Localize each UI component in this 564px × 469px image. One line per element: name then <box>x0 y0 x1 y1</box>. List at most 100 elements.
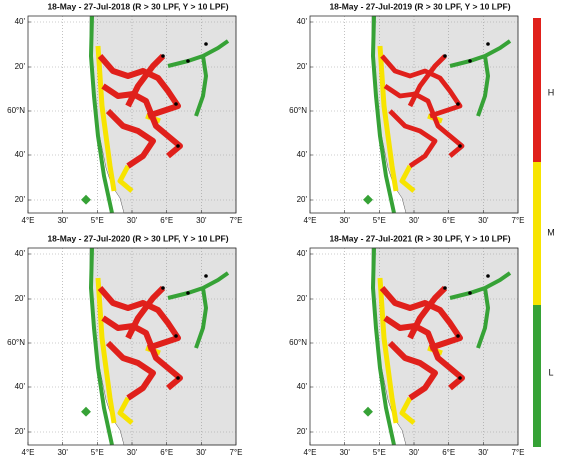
y-tick-label: 40' <box>15 249 26 258</box>
x-tick-label: 4°E <box>22 448 35 457</box>
x-tick-label: 30' <box>57 216 68 225</box>
fjord-medium <box>399 396 416 425</box>
x-tick-label: 7°E <box>230 448 243 457</box>
panel-title: 18-May - 27-Jul-2020 (R > 30 LPF, Y > 10… <box>47 233 228 243</box>
farm-point <box>458 376 462 380</box>
x-tick-label: 30' <box>196 448 207 457</box>
colorbar-high <box>533 18 541 162</box>
farm-point <box>174 102 178 106</box>
farm-point <box>186 291 190 295</box>
colorbar-low <box>533 305 541 447</box>
fjord-low <box>194 287 208 349</box>
farm-point <box>204 274 208 278</box>
x-tick-label: 5°E <box>91 216 104 225</box>
x-tick-label: 4°E <box>22 216 35 225</box>
x-tick-label: 4°E <box>304 216 317 225</box>
x-tick-label: 6°E <box>442 448 455 457</box>
farm-point <box>486 42 490 46</box>
farm-point <box>176 376 180 380</box>
panel-title: 18-May - 27-Jul-2021 (R > 30 LPF, Y > 10… <box>329 233 510 243</box>
y-tick-label: 60°N <box>7 106 25 115</box>
y-tick-label: 20' <box>297 427 308 436</box>
farm-point <box>468 59 472 63</box>
map-panel: 18-May - 27-Jul-2019 (R > 30 LPF, Y > 10… <box>289 1 524 225</box>
panel-title: 18-May - 27-Jul-2018 (R > 30 LPF, Y > 10… <box>47 1 228 11</box>
site-marker <box>81 194 91 205</box>
fjord-high <box>97 54 181 119</box>
y-tick-label: 40' <box>15 382 26 391</box>
x-tick-label: 30' <box>409 448 420 457</box>
x-tick-label: 6°E <box>160 216 173 225</box>
colorbar-label: L <box>548 367 553 377</box>
x-tick-label: 7°E <box>512 448 525 457</box>
site-marker <box>81 406 91 417</box>
fjord-low <box>476 287 490 349</box>
fjord-low <box>89 247 114 446</box>
farm-point <box>456 334 460 338</box>
x-tick-label: 7°E <box>512 216 525 225</box>
y-tick-label: 20' <box>15 195 26 204</box>
colorbar-medium <box>533 162 541 305</box>
y-tick-label: 20' <box>297 195 308 204</box>
fjord-low <box>371 247 396 446</box>
fjord-medium <box>377 45 399 192</box>
fjord-medium <box>95 45 117 192</box>
x-tick-label: 7°E <box>230 216 243 225</box>
y-tick-label: 20' <box>297 294 308 303</box>
x-tick-label: 30' <box>127 448 138 457</box>
x-tick-label: 30' <box>478 448 489 457</box>
y-tick-label: 20' <box>15 294 26 303</box>
fjord-high <box>125 285 166 340</box>
fjord-low <box>194 55 208 117</box>
x-tick-label: 30' <box>196 216 207 225</box>
y-tick-label: 20' <box>15 427 26 436</box>
farm-point <box>443 286 447 290</box>
x-tick-label: 4°E <box>304 448 317 457</box>
fjord-high <box>97 286 181 351</box>
x-tick-label: 5°E <box>373 216 386 225</box>
fjord-high <box>125 53 166 108</box>
farm-point <box>456 102 460 106</box>
x-tick-label: 6°E <box>442 216 455 225</box>
farm-point <box>161 286 165 290</box>
x-tick-label: 6°E <box>160 448 173 457</box>
y-tick-label: 40' <box>15 150 26 159</box>
y-tick-label: 40' <box>297 17 308 26</box>
fjord-low <box>476 55 490 117</box>
fjord-high <box>407 54 447 108</box>
fjord-high <box>380 54 463 119</box>
x-tick-label: 30' <box>339 448 350 457</box>
colorbar-label: H <box>548 87 555 97</box>
y-tick-label: 20' <box>297 62 308 71</box>
fjord-high <box>407 285 448 340</box>
farm-point <box>176 144 180 148</box>
map-panel: 18-May - 27-Jul-2021 (R > 30 LPF, Y > 10… <box>289 233 524 457</box>
x-tick-label: 5°E <box>373 448 386 457</box>
fjord-high <box>105 108 156 169</box>
y-tick-label: 40' <box>297 249 308 258</box>
fjord-medium <box>95 277 117 424</box>
farm-point <box>458 144 462 148</box>
x-tick-label: 30' <box>127 216 138 225</box>
x-tick-label: 30' <box>409 216 420 225</box>
fjord-high <box>388 109 438 168</box>
x-tick-label: 30' <box>478 216 489 225</box>
x-tick-label: 30' <box>57 448 68 457</box>
farm-point <box>204 42 208 46</box>
fjord-low <box>89 15 114 214</box>
farm-point <box>174 334 178 338</box>
fjord-high <box>105 340 156 401</box>
fjord-low <box>371 15 396 214</box>
map-panel: 18-May - 27-Jul-2018 (R > 30 LPF, Y > 10… <box>7 1 242 225</box>
map-panel: 18-May - 27-Jul-2020 (R > 30 LPF, Y > 10… <box>7 233 242 457</box>
x-tick-label: 30' <box>339 216 350 225</box>
y-tick-label: 60°N <box>7 338 25 347</box>
colorbar-label: M <box>547 227 555 237</box>
y-tick-label: 60°N <box>289 106 307 115</box>
y-tick-label: 60°N <box>289 338 307 347</box>
x-tick-label: 5°E <box>91 448 104 457</box>
fjord-medium <box>117 164 134 193</box>
fjord-high <box>379 286 463 351</box>
farm-point <box>186 59 190 63</box>
